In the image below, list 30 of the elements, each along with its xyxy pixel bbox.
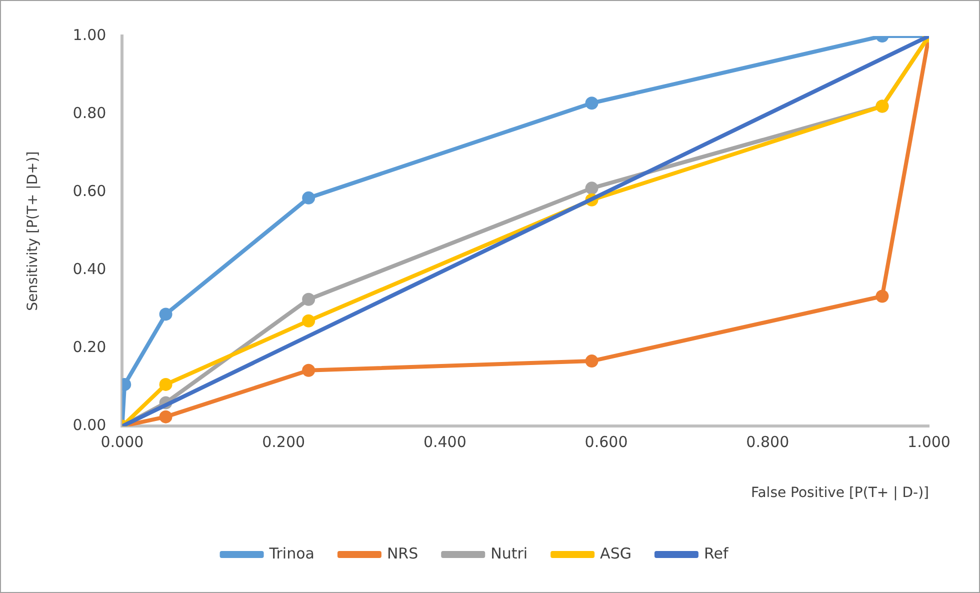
- legend-label: NRS: [386, 544, 418, 562]
- point: [159, 410, 172, 424]
- point: [159, 378, 172, 391]
- point: [302, 314, 316, 328]
- y-tick-label: 1.00: [72, 26, 106, 44]
- y-tick-label: 0.60: [72, 182, 106, 200]
- x-tick-label: 0.200: [262, 433, 306, 452]
- point: [585, 182, 598, 195]
- point: [585, 96, 598, 110]
- x-tick-label: 1.000: [908, 433, 950, 452]
- point: [876, 290, 889, 303]
- y-axis-title: Sensitivity [P(T+ |D+)]: [25, 151, 42, 311]
- legend-label: Ref: [704, 544, 729, 562]
- legend-label: ASG: [600, 544, 632, 562]
- y-tick-label: 0.00: [72, 416, 106, 434]
- y-tick-label: 0.20: [72, 338, 106, 356]
- legend-label: Nutri: [490, 544, 528, 562]
- point: [585, 354, 598, 368]
- x-tick-label: 0.400: [423, 433, 466, 452]
- legend-label: Trinoa: [268, 544, 314, 562]
- x-tick-label: 0.000: [100, 433, 144, 452]
- point: [159, 308, 172, 321]
- x-tick-label: 0.800: [746, 433, 790, 452]
- point: [302, 292, 316, 306]
- y-tick-label: 0.80: [72, 104, 106, 122]
- y-tick-label: 0.40: [72, 260, 106, 278]
- x-axis-title: False Positive [P(T+ | D-)]: [750, 485, 929, 502]
- x-tick-label: 0.600: [584, 433, 628, 452]
- point: [302, 191, 316, 204]
- point: [302, 364, 316, 377]
